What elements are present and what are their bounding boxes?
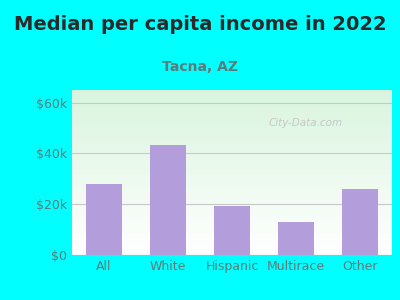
Text: Median per capita income in 2022: Median per capita income in 2022 xyxy=(14,15,386,34)
Bar xyxy=(150,145,186,255)
Bar xyxy=(214,206,250,255)
Text: Tacna, AZ: Tacna, AZ xyxy=(162,60,238,74)
Bar xyxy=(278,222,314,255)
Bar xyxy=(342,189,378,255)
Text: City-Data.com: City-Data.com xyxy=(268,118,343,128)
Bar xyxy=(86,184,122,255)
